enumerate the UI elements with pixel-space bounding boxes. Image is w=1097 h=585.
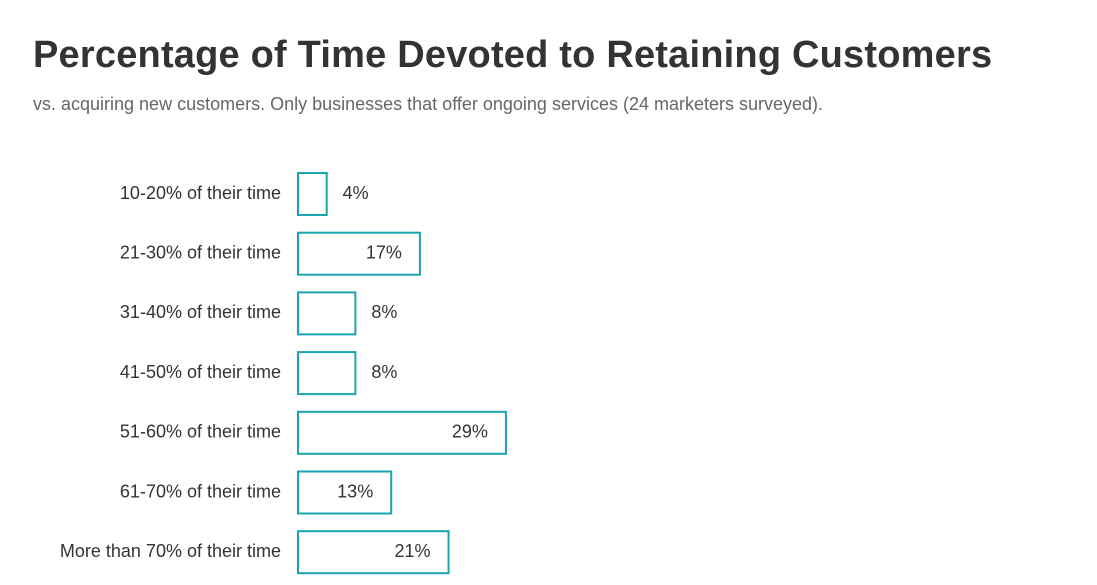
bar-chart: 10-20% of their time 4% 21-30% of their ti…	[60, 172, 507, 575]
category-label: 31-40% of their time	[120, 302, 281, 322]
value-label: 8%	[371, 302, 397, 322]
chart-title: Percentage of Time Devoted to Retaining …	[33, 34, 993, 76]
category-label: 51-60% of their time	[120, 422, 281, 442]
value-label: 4%	[343, 183, 369, 203]
value-label: 29%	[452, 422, 488, 442]
category-label: More than 70% of their time	[60, 541, 281, 561]
chart-subtitle: vs. acquiring new customers. Only busine…	[33, 94, 824, 114]
bar	[297, 410, 507, 455]
bar	[297, 231, 421, 276]
bar	[297, 291, 357, 336]
bar	[297, 172, 328, 216]
bar	[297, 470, 393, 515]
category-label: 61-70% of their time	[120, 481, 281, 501]
value-label: 13%	[337, 481, 373, 501]
category-label: 10-20% of their time	[120, 183, 281, 203]
bar	[297, 351, 357, 396]
category-label: 21-30% of their time	[120, 242, 281, 262]
value-label: 8%	[371, 362, 397, 382]
category-label: 41-50% of their time	[120, 362, 281, 382]
value-label: 21%	[395, 541, 431, 561]
value-label: 17%	[366, 242, 402, 262]
bar	[297, 530, 450, 575]
